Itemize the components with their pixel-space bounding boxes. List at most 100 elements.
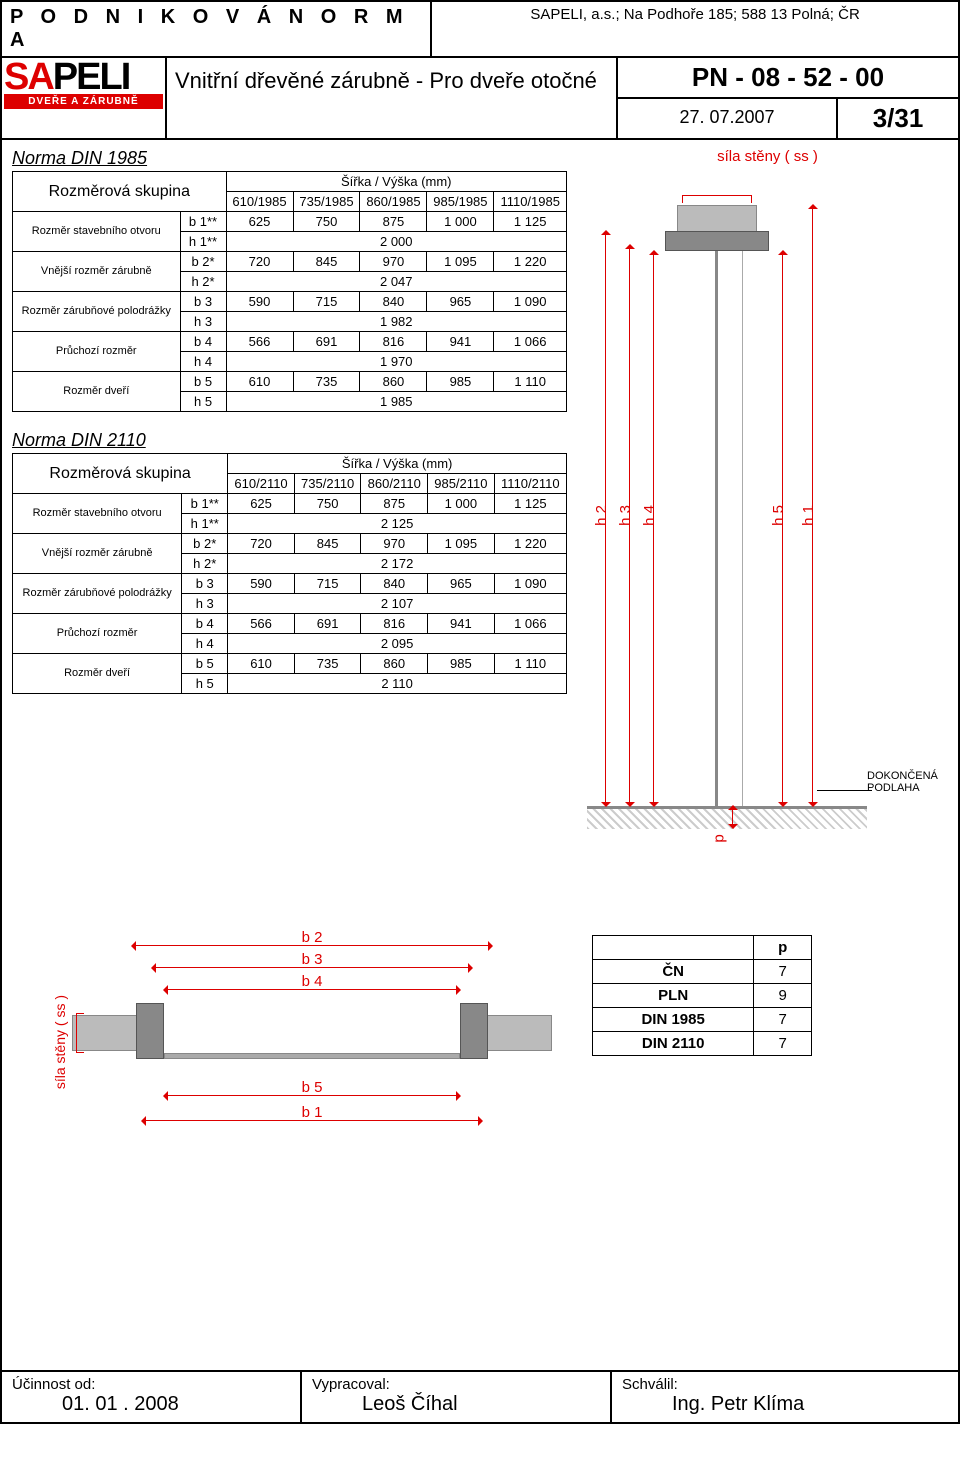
logo: SAPELI DVEŘE A ZÁRUBNĚ xyxy=(2,58,167,138)
cell-span-value: 2 047 xyxy=(226,272,566,292)
row-code: h 2* xyxy=(180,272,226,292)
row-code: b 1** xyxy=(180,212,226,232)
cell-span-value: 1 985 xyxy=(226,392,566,412)
cell-value: 610 xyxy=(228,654,295,674)
cell-value: 845 xyxy=(293,252,360,272)
cell-value: 1 095 xyxy=(428,534,495,554)
group-label: Rozměrová skupina xyxy=(13,172,227,212)
p-row-value: 9 xyxy=(754,984,812,1008)
dim-b2: b 2 xyxy=(72,929,552,946)
dim-b3: b 3 xyxy=(72,951,552,968)
cell-value: 715 xyxy=(293,292,360,312)
row-label: Průchozí rozměr xyxy=(13,614,182,654)
dim-h5: h 5 xyxy=(770,505,787,526)
norm-title: Norma DIN 1985 xyxy=(12,148,567,169)
row-code: h 2* xyxy=(182,554,228,574)
effective-label: Účinnost od: xyxy=(12,1376,290,1393)
row-label: Rozměr zárubňové polodrážky xyxy=(13,574,182,614)
cell-value: 625 xyxy=(226,212,293,232)
column-header: 735/2110 xyxy=(294,474,361,494)
dim-b5: b 5 xyxy=(72,1079,552,1096)
cell-value: 1 125 xyxy=(494,212,567,232)
column-header: 1110/2110 xyxy=(494,474,566,494)
dim-h4: h 4 xyxy=(641,505,658,526)
dimension-table: Rozměrová skupinaŠířka / Výška (mm)610/1… xyxy=(12,171,567,412)
cell-value: 965 xyxy=(428,574,495,594)
row-code: b 3 xyxy=(180,292,226,312)
footer: Účinnost od: 01. 01 . 2008 Vypracoval: L… xyxy=(2,1370,958,1422)
cell-value: 590 xyxy=(228,574,295,594)
row-code: b 4 xyxy=(182,614,228,634)
row-code: b 5 xyxy=(180,372,226,392)
cell-value: 1 066 xyxy=(494,614,566,634)
pn-number: PN - 08 - 52 - 00 xyxy=(618,58,958,99)
row-label: Rozměr zárubňové polodrážky xyxy=(13,292,181,332)
column-header: 610/2110 xyxy=(228,474,295,494)
frame-head xyxy=(665,231,769,251)
header-row-1: P O D N I K O V Á N O R M A SAPELI, a.s.… xyxy=(2,2,958,58)
cell-value: 1 066 xyxy=(494,332,567,352)
p-row-value: 7 xyxy=(754,1032,812,1056)
door-leaf xyxy=(715,251,718,806)
row-code: h 1** xyxy=(180,232,226,252)
row-code: b 5 xyxy=(182,654,228,674)
side-elevation-diagram: h 2 h 3 h 4 h 5 h 1 DOKONČENÁ PODLAHA p xyxy=(587,175,867,875)
company: SAPELI, a.s.; Na Podhoře 185; 588 13 Pol… xyxy=(432,2,958,56)
cell-value: 860 xyxy=(360,372,427,392)
cell-span-value: 1 970 xyxy=(226,352,566,372)
cell-value: 1 110 xyxy=(494,372,567,392)
column-header: 860/2110 xyxy=(361,474,428,494)
door-plan xyxy=(164,1053,460,1059)
column-header: 985/1985 xyxy=(427,192,494,212)
column-header: 985/2110 xyxy=(428,474,495,494)
cell-value: 816 xyxy=(361,614,428,634)
cell-value: 816 xyxy=(360,332,427,352)
page: P O D N I K O V Á N O R M A SAPELI, a.s.… xyxy=(0,0,960,1424)
approved-by-label: Schválil: xyxy=(622,1376,948,1393)
cell-span-value: 2 172 xyxy=(228,554,567,574)
meta-box: PN - 08 - 52 - 00 27. 07.2007 3/31 xyxy=(618,58,958,138)
doc-date: 27. 07.2007 xyxy=(618,99,838,138)
dim-p: p xyxy=(711,834,728,842)
cell-value: 1 090 xyxy=(494,292,567,312)
row-label: Rozměr dveří xyxy=(13,654,182,694)
doc-type: P O D N I K O V Á N O R M A xyxy=(2,2,432,56)
dim-h2: h 2 xyxy=(593,505,610,526)
cell-span-value: 2 000 xyxy=(226,232,566,252)
cell-value: 1 220 xyxy=(494,252,567,272)
floor-label: DOKONČENÁ PODLAHA xyxy=(867,770,947,794)
wall-right xyxy=(482,1015,552,1051)
p-row-key: PLN xyxy=(593,984,754,1008)
dim-b4: b 4 xyxy=(72,973,552,990)
row-label: Rozměr dveří xyxy=(13,372,181,412)
row-label: Vnější rozměr zárubně xyxy=(13,252,181,292)
cell-value: 735 xyxy=(294,654,361,674)
cell-span-value: 2 095 xyxy=(228,634,567,654)
row-code: b 4 xyxy=(180,332,226,352)
p-row-key: DIN 1985 xyxy=(593,1008,754,1032)
side-diagram-column: síla stěny ( ss ) h 2 h 3 h 4 xyxy=(587,148,948,875)
row-code: b 2* xyxy=(180,252,226,272)
cell-value: 750 xyxy=(293,212,360,232)
cell-span-value: 2 110 xyxy=(228,674,567,694)
row-label: Vnější rozměr zárubně xyxy=(13,534,182,574)
dim-header: Šířka / Výška (mm) xyxy=(228,454,567,474)
wall-thickness-label-top: síla stěny ( ss ) xyxy=(587,148,948,165)
prepared-by-label: Vypracoval: xyxy=(312,1376,600,1393)
p-row-value: 7 xyxy=(754,960,812,984)
cell-value: 1 000 xyxy=(427,212,494,232)
cell-value: 720 xyxy=(228,534,295,554)
row-code: h 1** xyxy=(182,514,228,534)
row-code: h 4 xyxy=(182,634,228,654)
row-code: h 4 xyxy=(180,352,226,372)
cell-value: 1 095 xyxy=(427,252,494,272)
column-header: 860/1985 xyxy=(360,192,427,212)
column-header: 1110/1985 xyxy=(494,192,567,212)
cell-value: 750 xyxy=(294,494,361,514)
p-row-key: DIN 2110 xyxy=(593,1032,754,1056)
cell-span-value: 2 125 xyxy=(228,514,567,534)
p-row-key: ČN xyxy=(593,960,754,984)
bottom-section: síla stěny ( ss ) b 2 b 3 b 4 b 5 xyxy=(12,935,948,1155)
row-code: h 3 xyxy=(182,594,228,614)
approved-by: Ing. Petr Klíma xyxy=(622,1393,948,1416)
